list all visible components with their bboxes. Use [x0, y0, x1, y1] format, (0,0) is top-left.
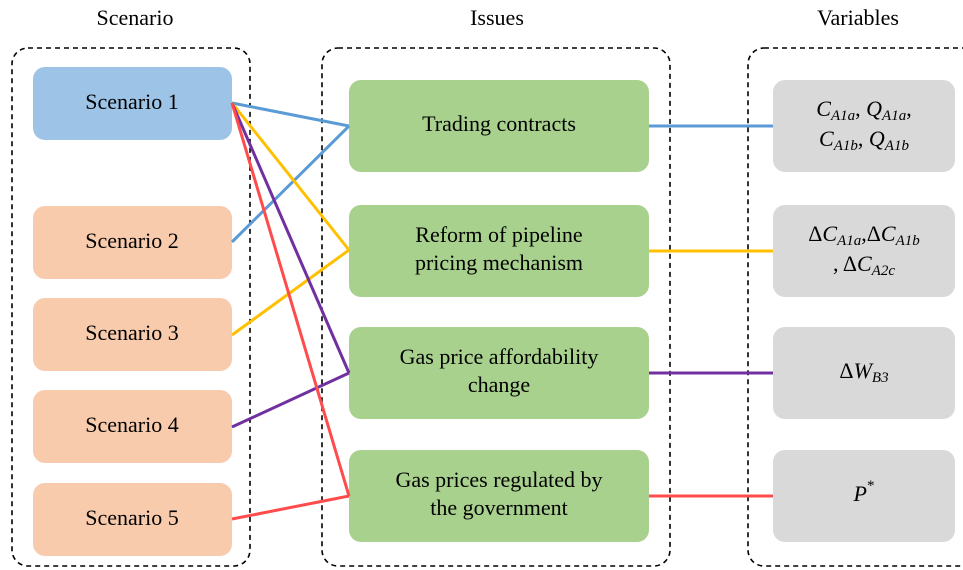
issue-label: Trading contracts: [422, 111, 576, 136]
punctuation: ,: [861, 221, 867, 246]
box: [773, 450, 955, 542]
link: [231, 101, 350, 128]
scenario-label: Scenario 2: [85, 228, 178, 253]
box: [349, 80, 649, 172]
box: [349, 205, 649, 297]
variable-label: , ΔCA2c​: [833, 251, 895, 279]
math-subscript: A1a: [881, 108, 906, 124]
group-frame: [11, 47, 251, 567]
issue-label: change: [468, 372, 530, 397]
math-symbol: Q: [869, 126, 885, 151]
variable-label: CA1b​, QA1b​: [819, 126, 909, 154]
math-symbol: C: [819, 126, 834, 151]
box: [773, 205, 955, 297]
box: [33, 67, 232, 140]
column-header: Scenario: [97, 5, 174, 30]
punctuation: ,: [833, 251, 843, 276]
punctuation: ,: [906, 96, 912, 121]
math-operator: Δ: [808, 221, 822, 246]
math-subscript: B3: [872, 370, 889, 386]
scenario-label: Scenario 3: [85, 320, 178, 345]
punctuation: ,: [855, 96, 866, 121]
issue-label: the government: [430, 495, 567, 520]
math-symbol: C: [857, 251, 872, 276]
box: [33, 483, 232, 556]
math-operator: Δ: [839, 358, 853, 383]
math-symbol: C: [881, 221, 896, 246]
box: [349, 450, 649, 542]
math-subscript: A1b: [895, 233, 921, 249]
box: [349, 327, 649, 419]
link: [230, 102, 351, 251]
box: [773, 80, 955, 172]
link: [231, 248, 350, 337]
math-symbol: C: [822, 221, 837, 246]
math-subscript: A1b: [884, 138, 910, 154]
scenario-label: Scenario 1: [85, 89, 178, 114]
math-symbol: Q: [866, 96, 882, 121]
math-subscript: A1a: [830, 108, 855, 124]
scenario-label: Scenario 5: [85, 505, 178, 530]
variable-label: P*​: [853, 478, 875, 506]
variable-label: CA1a​, QA1a​,: [816, 96, 911, 124]
math-superscript: *: [867, 478, 875, 494]
links: [230, 101, 773, 521]
math-subscript: A1b: [833, 138, 859, 154]
math-operator: Δ: [843, 251, 857, 276]
math-symbol: C: [816, 96, 831, 121]
math-subscript: A1a: [836, 233, 861, 249]
math-symbol: P: [853, 481, 867, 506]
issue-label: Gas prices regulated by: [395, 467, 602, 492]
link: [230, 124, 351, 244]
punctuation: ,: [858, 126, 869, 151]
scenario-label: Scenario 4: [85, 412, 178, 437]
link: [231, 494, 350, 521]
issue-label: Gas price affordability: [400, 344, 599, 369]
math-operator: Δ: [867, 221, 881, 246]
column-header: Issues: [470, 5, 524, 30]
link: [231, 371, 350, 429]
math-subscript: A2c: [871, 263, 896, 279]
variable-label: ΔWB3​: [839, 358, 888, 386]
box: [33, 298, 232, 371]
issue-label: Reform of pipeline: [415, 222, 582, 247]
math-symbol: W: [854, 358, 874, 383]
box: [773, 327, 955, 419]
link: [230, 102, 351, 374]
box: [33, 390, 232, 463]
box: [33, 206, 232, 279]
issue-label: pricing mechanism: [415, 250, 583, 275]
group-frame: [747, 47, 963, 567]
link: [230, 102, 351, 497]
variable-label: ΔCA1a​,ΔCA1b​: [808, 221, 920, 249]
column-header: Variables: [817, 5, 899, 30]
